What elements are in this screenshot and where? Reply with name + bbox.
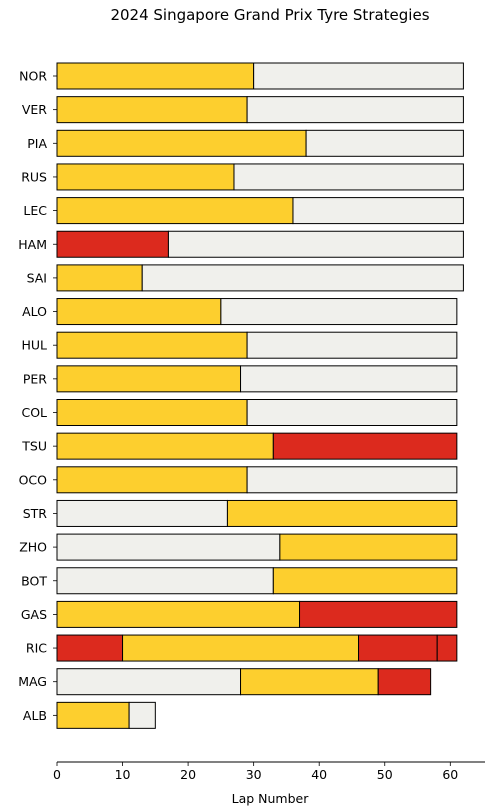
x-axis: 0 10 20 30 40 50 60 xyxy=(53,761,485,782)
driver-label-mag: MAG xyxy=(18,674,47,689)
x-tick-label: 10 xyxy=(115,767,131,782)
driver-label-per: PER xyxy=(23,371,47,386)
driver-label-bot: BOT xyxy=(21,573,47,588)
stint-bar-oco-2 xyxy=(246,466,458,494)
stint-bar-rus-2 xyxy=(233,163,464,191)
stint-bar-alb-1 xyxy=(56,701,130,729)
stint-bar-pia-2 xyxy=(305,129,464,157)
stint-bar-alo-1 xyxy=(56,298,222,326)
driver-label-ver: VER xyxy=(22,102,47,117)
driver-label-col: COL xyxy=(21,405,47,420)
driver-label-rus: RUS xyxy=(21,169,47,184)
stint-bar-nor-1 xyxy=(56,62,255,90)
stint-bar-ham-1 xyxy=(56,230,169,258)
stint-bar-per-2 xyxy=(240,365,458,393)
stint-bar-ric-1 xyxy=(56,634,124,662)
stint-bar-alo-2 xyxy=(220,298,458,326)
stint-bar-mag-2 xyxy=(240,668,379,696)
driver-label-hul: HUL xyxy=(21,338,47,353)
stint-bar-nor-2 xyxy=(253,62,464,90)
stint-bar-mag-1 xyxy=(56,668,242,696)
driver-label-zho: ZHO xyxy=(19,540,47,555)
driver-label-str: STR xyxy=(23,506,48,521)
stint-bar-ver-1 xyxy=(56,96,248,124)
stint-bar-sai-1 xyxy=(56,264,143,292)
x-tick-label: 0 xyxy=(53,767,61,782)
driver-label-pia: PIA xyxy=(27,136,47,151)
driver-label-sai: SAI xyxy=(27,270,47,285)
stint-bar-per-1 xyxy=(56,365,242,393)
stint-bar-tsu-2 xyxy=(272,432,458,460)
driver-label-gas: GAS xyxy=(21,607,47,622)
stint-bar-zho-2 xyxy=(279,533,458,561)
stint-bar-rus-1 xyxy=(56,163,235,191)
stint-bar-gas-1 xyxy=(56,600,301,628)
x-tick-label: 40 xyxy=(311,767,327,782)
stint-bar-str-2 xyxy=(226,499,458,527)
stint-bar-sai-2 xyxy=(141,264,464,292)
stint-bar-tsu-1 xyxy=(56,432,274,460)
driver-label-alo: ALO xyxy=(22,304,47,319)
driver-label-nor: NOR xyxy=(19,69,47,84)
stint-bar-lec-2 xyxy=(292,197,464,225)
stint-bar-oco-1 xyxy=(56,466,248,494)
stint-bar-ric-4 xyxy=(436,634,458,662)
stint-bar-ric-3 xyxy=(358,634,438,662)
stint-bar-bot-2 xyxy=(272,567,458,595)
x-tick-label: 60 xyxy=(442,767,458,782)
x-tick-label: 20 xyxy=(180,767,196,782)
x-tick-label: 50 xyxy=(377,767,393,782)
driver-label-oco: OCO xyxy=(19,472,48,487)
chart-title: 2024 Singapore Grand Prix Tyre Strategie… xyxy=(110,6,429,24)
stint-bar-col-2 xyxy=(246,399,458,426)
driver-label-alb: ALB xyxy=(23,708,47,723)
x-tick-label: 30 xyxy=(246,767,262,782)
stint-bar-gas-2 xyxy=(299,600,458,628)
driver-labels: NOR VER PIA RUS LEC HAM SAI ALO HUL PER COL TSU OCO S… xyxy=(18,69,57,723)
stint-bar-pia-1 xyxy=(56,129,307,157)
stint-bars xyxy=(56,62,464,729)
stint-bar-mag-3 xyxy=(377,668,432,696)
driver-label-lec: LEC xyxy=(23,203,47,218)
driver-label-ham: HAM xyxy=(18,237,47,252)
stint-bar-bot-1 xyxy=(56,567,274,595)
stint-bar-col-1 xyxy=(56,399,248,426)
driver-label-ric: RIC xyxy=(26,641,47,656)
stint-bar-hul-1 xyxy=(56,331,248,359)
stint-bar-ham-2 xyxy=(167,230,464,258)
stint-bar-ver-2 xyxy=(246,96,464,124)
stint-bar-str-1 xyxy=(56,499,228,527)
stint-bar-ric-2 xyxy=(122,634,360,662)
stint-bar-zho-1 xyxy=(56,533,281,561)
stint-bar-hul-2 xyxy=(246,331,458,359)
x-axis-label: Lap Number xyxy=(232,791,310,806)
stint-bar-alb-2 xyxy=(128,701,156,729)
stint-bar-lec-1 xyxy=(56,197,294,225)
driver-label-tsu: TSU xyxy=(21,439,47,454)
